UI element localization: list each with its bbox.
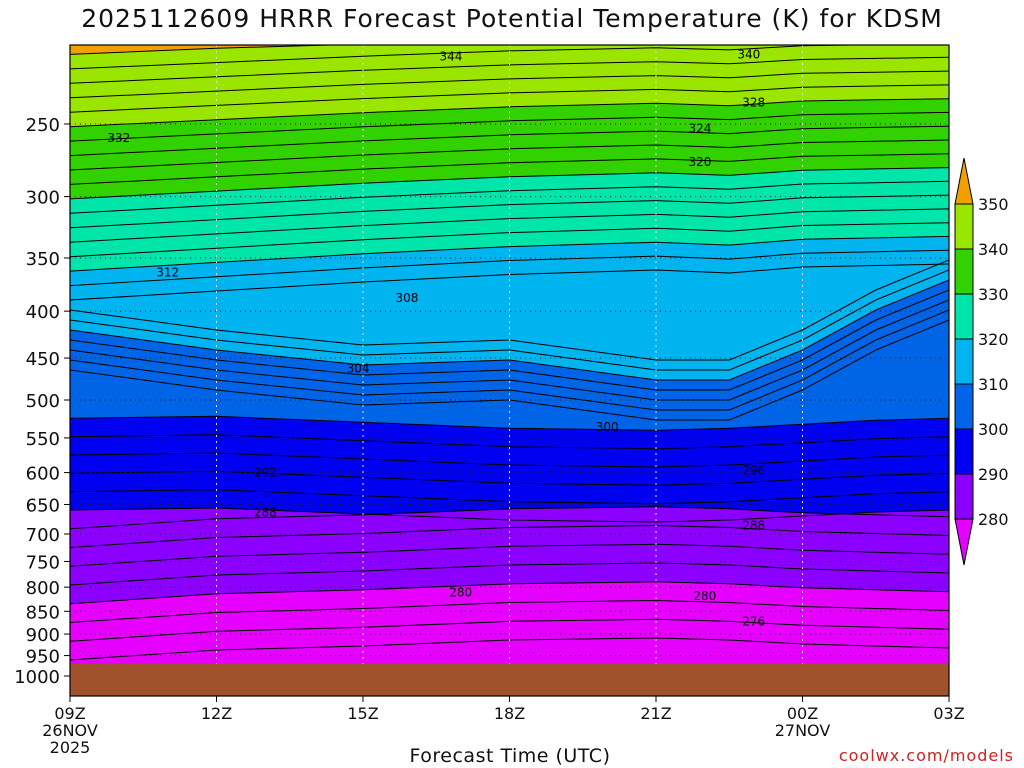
isentrope-contour	[70, 263, 949, 301]
isentrope-contour	[70, 125, 949, 157]
x-tick-label: 15Z	[347, 704, 378, 723]
y-tick-label: 550	[26, 429, 60, 450]
isentrope-contour	[70, 319, 949, 421]
contour-label: 288	[254, 505, 277, 519]
colorbar-label: 280	[978, 510, 1009, 529]
isentrope-contour	[70, 279, 949, 381]
colorbar-label: 320	[978, 330, 1009, 349]
colorbar-segment	[954, 293, 974, 340]
contour-label: 312	[156, 265, 179, 279]
y-tick-label: 750	[26, 552, 60, 573]
isentrope-contour	[70, 222, 949, 258]
x-tick-label: 12Z	[201, 704, 232, 723]
contour-label: 344	[439, 49, 462, 63]
y-tick-label: 250	[26, 115, 60, 136]
isentrope-contour	[70, 259, 949, 361]
contour-label: 328	[742, 96, 765, 110]
isentrope-contour	[70, 506, 949, 530]
isentrope-contour	[70, 56, 949, 84]
isentrope-contour	[70, 637, 949, 661]
colorbar-segment	[954, 383, 974, 430]
x-tick-label: 2025	[50, 738, 91, 757]
x-tick-label: 09Z	[54, 704, 85, 723]
isentrope-contour	[70, 235, 949, 272]
contour-label: 296	[742, 464, 765, 478]
y-tick-label: 350	[26, 249, 60, 270]
colorbar-label: 330	[978, 285, 1009, 304]
y-tick-label: 700	[26, 525, 60, 546]
x-tick-label: 00Z	[787, 704, 818, 723]
colorbar-label: 350	[978, 195, 1009, 214]
isentrope-contour	[70, 309, 949, 411]
isentrope-contour	[70, 98, 949, 128]
colorbar-label: 290	[978, 465, 1009, 484]
isentrope-contour	[70, 84, 949, 113]
y-tick-label: 850	[26, 602, 60, 623]
x-tick-label: 26NOV	[42, 721, 98, 740]
contour-label: 276	[742, 614, 765, 628]
y-tick-label: 950	[26, 647, 60, 668]
colorbar-label: 310	[978, 375, 1009, 394]
contour-label: 332	[107, 131, 130, 145]
y-tick-label: 800	[26, 578, 60, 599]
contour-label: 320	[688, 155, 711, 169]
contour-label: 280	[693, 589, 716, 603]
isentrope-contour	[70, 618, 949, 642]
isentrope-contour	[70, 139, 949, 171]
y-tick-label: 450	[26, 349, 60, 370]
x-tick-label: 21Z	[640, 704, 671, 723]
y-tick-label: 400	[26, 302, 60, 323]
colorbar-segment	[954, 428, 974, 475]
colorbar-segment	[954, 248, 974, 295]
y-tick-label: 300	[26, 188, 60, 209]
source-credit[interactable]: coolwx.com/models	[838, 746, 1014, 765]
contour-label: 280	[449, 586, 472, 600]
isentrope-contour	[70, 153, 949, 185]
x-axis-label: Forecast Time (UTC)	[409, 745, 611, 767]
contour-label: 304	[347, 362, 370, 376]
x-tick-label: 27NOV	[775, 721, 831, 740]
colorbar-segment	[954, 203, 974, 250]
y-tick-label: 600	[26, 464, 60, 485]
isentrope-contour	[70, 289, 949, 391]
colorbar-under-arrow	[954, 518, 974, 566]
contour-label: 292	[254, 466, 277, 480]
y-tick-label: 650	[26, 495, 60, 516]
colorbar-segment	[954, 473, 974, 520]
y-tick-label: 500	[26, 391, 60, 412]
y-tick-label: 900	[26, 625, 60, 646]
isentrope-contour	[70, 581, 949, 605]
contour-label: 324	[688, 122, 711, 136]
contour-label: 288	[742, 518, 765, 532]
contour-label: 300	[596, 420, 619, 434]
y-tick-label: 1000	[14, 667, 60, 688]
contour-label: 308	[395, 291, 418, 305]
chart-title: 2025112609 HRRR Forecast Potential Tempe…	[81, 4, 943, 33]
isentrope-contour	[70, 470, 949, 486]
isentrope-contour	[70, 194, 949, 229]
isentrope-contour	[70, 489, 949, 505]
colorbar-segment	[954, 338, 974, 385]
isentrope-contour	[70, 45, 346, 55]
terrain-below-surface	[70, 663, 949, 696]
colorbar-label: 340	[978, 240, 1009, 259]
x-tick-label: 03Z	[933, 704, 964, 723]
isentrope-contour	[70, 507, 949, 523]
contour-label: 340	[737, 48, 760, 62]
x-tick-label: 18Z	[494, 704, 525, 723]
isentrope-contour	[70, 45, 889, 70]
isentrope-contour	[70, 180, 949, 214]
colorbar-over-arrow	[954, 157, 974, 205]
colorbar-label: 300	[978, 420, 1009, 439]
